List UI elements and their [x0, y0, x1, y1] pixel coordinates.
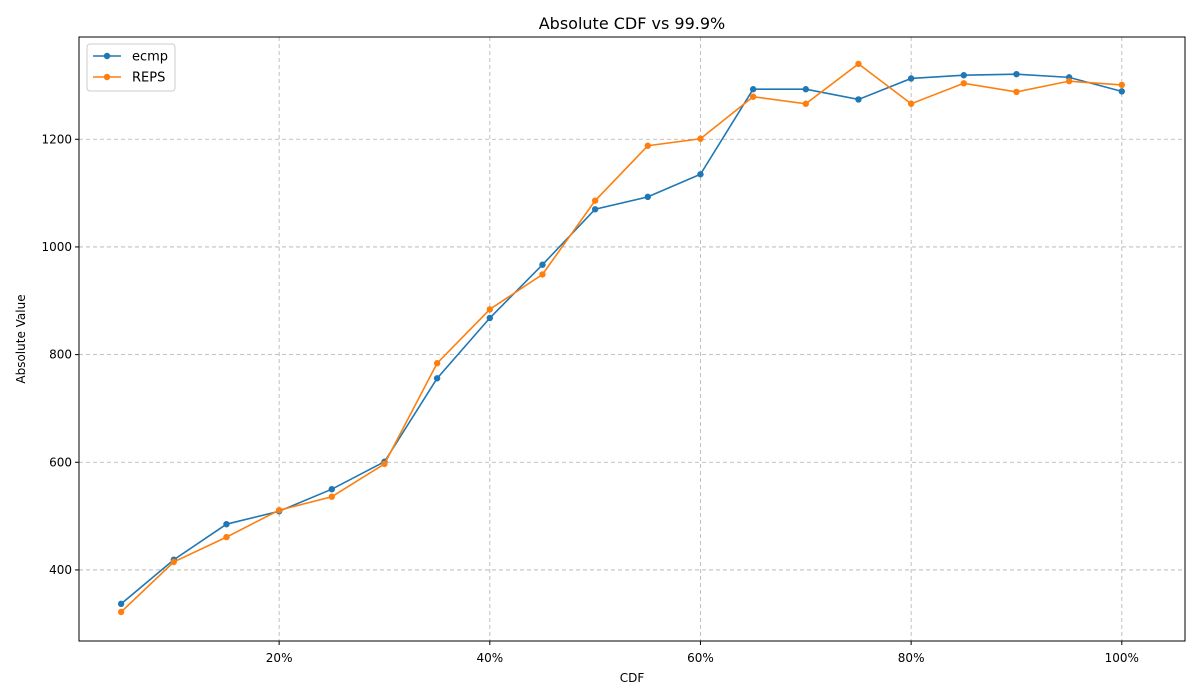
data-point-reps [433, 360, 441, 367]
x-tick-label: 100% [1105, 651, 1139, 665]
legend-label: REPS [132, 71, 165, 86]
data-point-reps [486, 306, 493, 313]
x-tick-label: 80% [898, 651, 925, 665]
data-point-reps [170, 558, 177, 566]
y-axis-label: Absolute Value [14, 294, 28, 383]
data-point-ecmp [328, 485, 335, 493]
x-tick-label: 60% [687, 651, 714, 665]
data-point-reps [1065, 77, 1073, 85]
data-point-reps [802, 100, 809, 107]
data-point-ecmp [591, 206, 599, 213]
legend: ecmp REPS [86, 43, 176, 92]
data-point-ecmp [539, 261, 546, 268]
data-point-ecmp [223, 520, 230, 528]
data-point-reps [1118, 81, 1126, 89]
data-point-reps [275, 506, 283, 514]
data-point-reps [117, 608, 125, 616]
data-point-ecmp [117, 600, 125, 608]
series-line-ecmp [120, 73, 1123, 605]
data-point-ecmp [697, 171, 704, 178]
plot-area-frame [78, 36, 1186, 642]
data-point-reps [855, 60, 862, 68]
x-tick-label: 40% [476, 651, 503, 665]
gridlines [79, 37, 1185, 641]
data-point-reps [644, 142, 651, 149]
series-layer [117, 60, 1126, 616]
data-point-ecmp [960, 72, 967, 79]
data-point-reps [697, 135, 704, 142]
y-tick-label: 800 [49, 348, 72, 362]
legend-swatch-marker [103, 73, 111, 81]
data-point-reps [223, 533, 230, 541]
axis-ticks: 20% 40% 60% 80% 100% 400 600 800 1000 1200 [41, 132, 1139, 665]
data-point-ecmp [1013, 70, 1020, 78]
data-point-reps [381, 460, 388, 468]
legend-swatch-marker [103, 52, 111, 60]
data-point-ecmp [433, 375, 441, 382]
y-tick-label: 1200 [41, 132, 72, 146]
y-tick-label: 1000 [41, 240, 72, 254]
data-point-ecmp [1118, 88, 1126, 95]
x-axis-label: CDF [620, 671, 645, 685]
data-point-reps [749, 93, 757, 100]
y-tick-label: 400 [49, 563, 72, 577]
data-point-ecmp [749, 86, 757, 93]
data-point-reps [1013, 88, 1020, 96]
series-line-reps [120, 62, 1122, 613]
y-tick-label: 600 [49, 455, 72, 469]
chart-title: Absolute CDF vs 99.9% [539, 14, 726, 33]
data-point-ecmp [486, 314, 493, 322]
data-point-ecmp [855, 96, 862, 103]
data-point-ecmp [802, 86, 809, 93]
data-point-reps [328, 493, 335, 500]
x-tick-label: 20% [266, 651, 293, 665]
data-point-ecmp [907, 75, 915, 82]
data-point-reps [591, 197, 599, 204]
data-point-reps [539, 271, 546, 278]
data-point-reps [960, 80, 967, 87]
legend-label: ecmp [132, 50, 168, 65]
data-point-reps [907, 100, 915, 107]
data-point-ecmp [644, 193, 651, 201]
